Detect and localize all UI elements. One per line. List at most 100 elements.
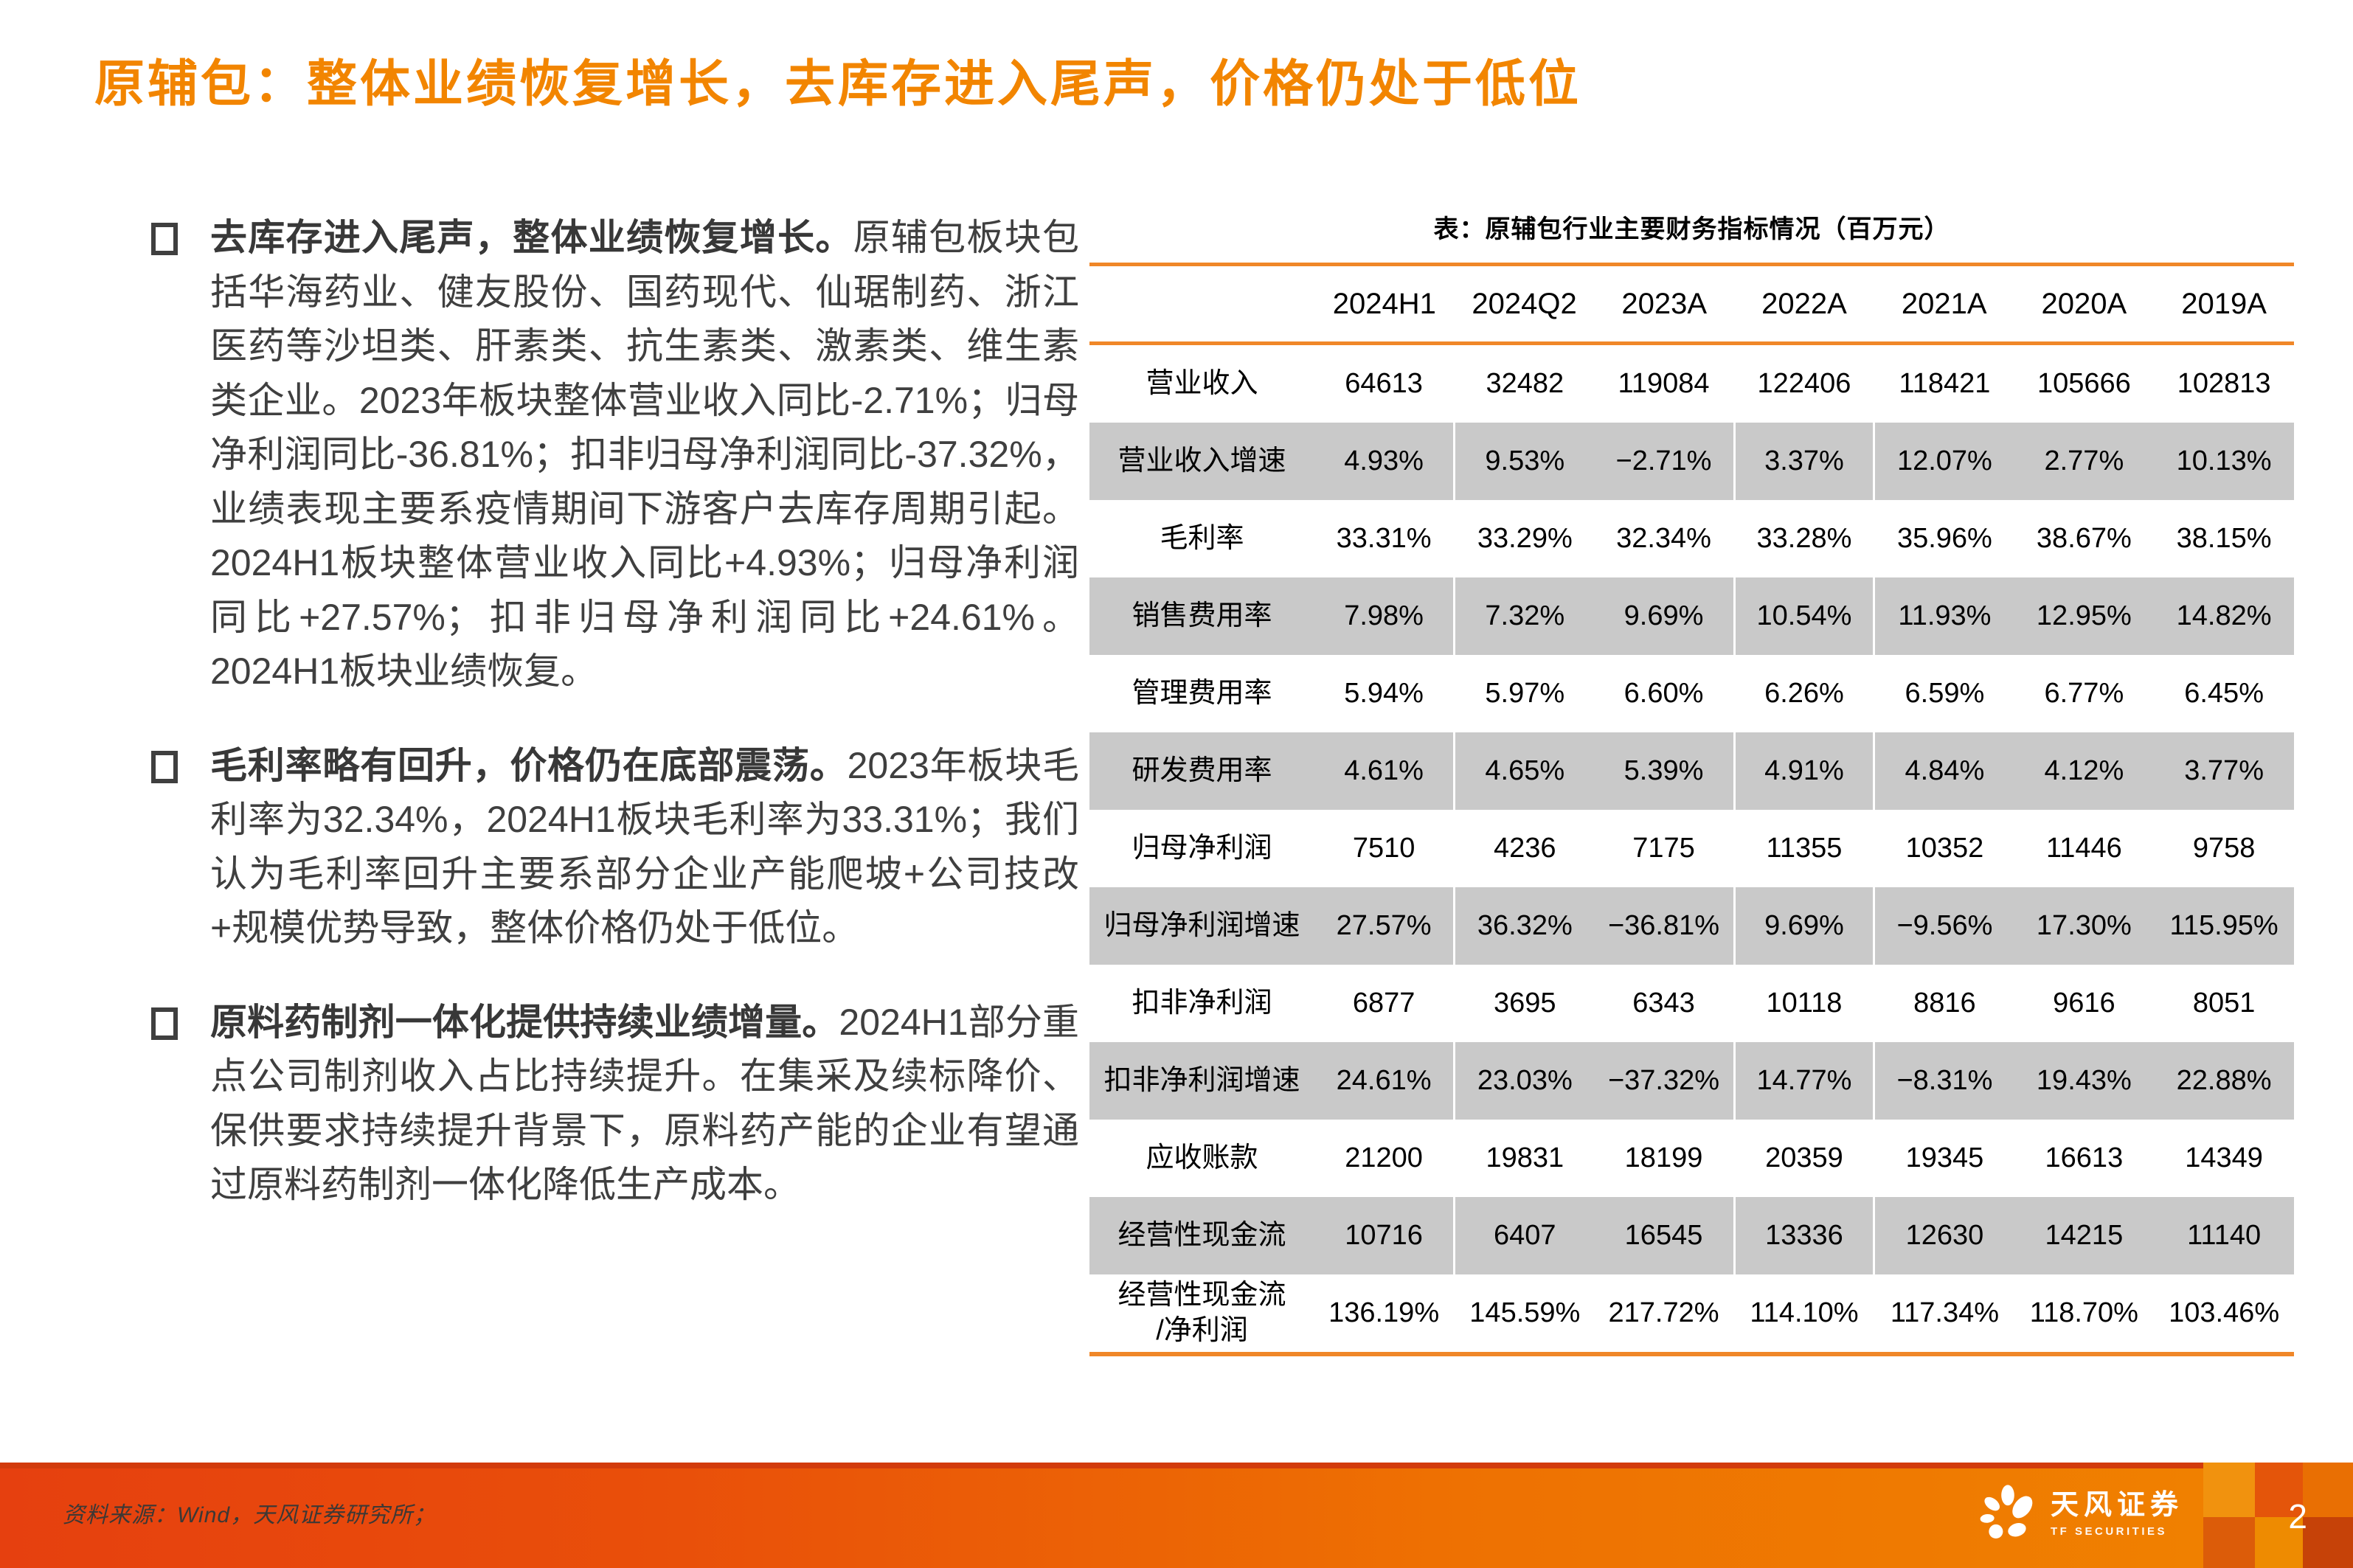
table-cell: 9616: [2053, 988, 2115, 1019]
bullet-item: 原料药制剂一体化提供持续业绩增量。2024H1部分重点公司制剂收入占比持续提升。…: [151, 996, 1079, 1213]
table-cell: 35.96%: [1873, 500, 2014, 577]
table-cell: 10118: [1733, 965, 1874, 1042]
footer-bar: 资料来源：Wind，天风证券研究所； 天风证券: [0, 1463, 2353, 1568]
table-cell: 105666: [2037, 368, 2131, 399]
table-cell: 10.54%: [1733, 577, 1874, 655]
table-cell: 7.32%: [1453, 577, 1595, 655]
bullet-text: 去库存进入尾声，整体业绩恢复增长。原辅包板块包括华海药业、健友股份、国药现代、仙…: [210, 211, 1079, 699]
table-header-row: 2024H1 2024Q2 2023A 2022A 2021A 2020A 2019A: [1089, 264, 2294, 345]
table-cell: 115.95%: [2169, 910, 2279, 941]
table-cell: 11140: [2187, 1220, 2262, 1251]
table-row: 经营性现金流 10716 6407 16545 13336 12630 14215 11140: [1089, 1197, 2294, 1274]
bullet-item: 去库存进入尾声，整体业绩恢复增长。原辅包板块包括华海药业、健友股份、国药现代、仙…: [151, 211, 1079, 699]
flower-logo-icon: [1980, 1485, 2033, 1538]
table-cell: 117.34%: [1873, 1274, 2014, 1354]
table-cell: 12630: [1873, 1197, 2014, 1274]
mosaic-square: [2203, 1463, 2255, 1517]
table-cell: 114.10%: [1733, 1274, 1874, 1354]
table-cell: 33.31%: [1336, 523, 1432, 554]
header-cell-year: 2024H1: [1314, 264, 1455, 345]
header-cell-year: 2024Q2: [1454, 264, 1595, 345]
table-cell: 27.57%: [1336, 910, 1432, 941]
table-cell: 22.88%: [2176, 1065, 2272, 1096]
logo-text: 天风证券 TF SECURITIES: [2051, 1490, 2184, 1538]
table-row: 研发费用率 4.61% 4.65% 5.39% 4.91% 4.84% 4.12% 3.77%: [1089, 732, 2294, 810]
table-cell: 145.59%: [1453, 1274, 1595, 1354]
table-cell: 9.69%: [1623, 600, 1704, 631]
table-cell: 3695: [1453, 965, 1595, 1042]
table-cell: 4.84%: [1873, 732, 2014, 810]
table-cell: 5.39%: [1623, 755, 1704, 786]
table-cell: −36.81%: [1607, 910, 1720, 941]
table-cell: 14.77%: [1733, 1042, 1874, 1120]
table-row: 扣非净利润 6877 3695 6343 10118 8816 9616 8051: [1089, 965, 2294, 1042]
financial-table: 2024H1 2024Q2 2023A 2022A 2021A 2020A 2019A 营业…: [1089, 263, 2294, 1356]
table-cell: 23.03%: [1453, 1042, 1595, 1120]
table-cell: −8.31%: [1873, 1042, 2014, 1120]
table-cell: 6407: [1453, 1197, 1595, 1274]
table-cell: 4.12%: [2044, 755, 2124, 786]
table-cell: 5.97%: [1453, 655, 1595, 732]
table-cell: 6343: [1632, 988, 1695, 1019]
table-cell: 12.07%: [1873, 423, 2014, 500]
page-title: 原辅包：整体业绩恢复增长，去库存进入尾声，价格仍处于低位: [94, 56, 1582, 112]
row-label: 研发费用率: [1132, 754, 1272, 786]
table-body: 营业收入 64613 32482 119084 122406 118421 105666 10…: [1089, 343, 2294, 1354]
table-cell: 10716: [1345, 1220, 1423, 1251]
table-cell: 6.59%: [1873, 655, 2014, 732]
row-label: 营业收入增速: [1117, 445, 1286, 476]
table-cell: 11446: [2045, 833, 2122, 864]
table-cell: 32482: [1453, 343, 1595, 423]
table-cell: 64613: [1345, 368, 1423, 399]
row-label: 经营性现金流: [1117, 1219, 1286, 1251]
logo-en-text: TF SECURITIES: [2051, 1524, 2168, 1538]
table-cell: 38.67%: [2036, 523, 2132, 554]
table-cell: 7510: [1352, 833, 1415, 864]
table-cell: 118.70%: [2029, 1297, 2138, 1328]
table-cell: −9.56%: [1873, 887, 2014, 965]
bullet-body: 原辅包板块包括华海药业、健友股份、国药现代、仙琚制药、浙江医药等沙坦类、肝素类、…: [210, 217, 1080, 692]
table-row: 销售费用率 7.98% 7.32% 9.69% 10.54% 11.93% 12.95% 14…: [1089, 577, 2294, 655]
table-cell: 7.98%: [1344, 600, 1424, 631]
table-row: 毛利率 33.31% 33.29% 32.34% 33.28% 35.96% 38.67% 3…: [1089, 500, 2294, 577]
bullet-square-icon: [151, 750, 178, 783]
row-label: 经营性现金流 /净利润: [1117, 1280, 1286, 1346]
table-cell: 11.93%: [1873, 577, 2014, 655]
bullet-lead: 原料药制剂一体化提供持续业绩增量。: [210, 1001, 839, 1043]
table-row: 管理费用率 5.94% 5.97% 6.60% 6.26% 6.59% 6.77% 6.45%: [1089, 655, 2294, 732]
table-row: 营业收入 64613 32482 119084 122406 118421 105666 10…: [1089, 343, 2294, 423]
bullet-body: 2023年板块毛利率为32.34%，2024H1板块毛利率为33.31%；我们认…: [210, 744, 1080, 949]
bullet-text: 原料药制剂一体化提供持续业绩增量。2024H1部分重点公司制剂收入占比持续提升。…: [210, 996, 1079, 1213]
tf-securities-logo: 天风证券 TF SECURITIES: [1975, 1480, 2183, 1548]
bullet-square-icon: [151, 1007, 178, 1040]
mosaic-square: [2255, 1463, 2303, 1517]
table-cell: 16545: [1624, 1220, 1703, 1251]
table-caption: 表：原辅包行业主要财务指标情况（百万元）: [1433, 215, 1950, 243]
table-cell: 102813: [2177, 368, 2271, 399]
table-cell: 14215: [2045, 1220, 2124, 1251]
table-cell: 33.29%: [1453, 500, 1595, 577]
table-cell: 4.91%: [1733, 732, 1874, 810]
bullet-square-icon: [151, 223, 178, 255]
table-row: 营业收入增速 4.93% 9.53% −2.71% 3.37% 12.07% 2.77% 10…: [1089, 423, 2294, 500]
header-cell-year: 2019A: [2154, 264, 2294, 345]
logo-cn-text: 天风证券: [2051, 1490, 2184, 1522]
table-cell: 9.53%: [1453, 423, 1595, 500]
table-cell: 4236: [1453, 810, 1595, 887]
table-row: 归母净利润增速 27.57% 36.32% −36.81% 9.69% −9.56% 17.…: [1089, 887, 2294, 965]
header-cell-year: 2022A: [1734, 264, 1874, 345]
table-cell: 122406: [1733, 343, 1874, 423]
table-cell: 16613: [2045, 1142, 2124, 1173]
header-cell-year: 2020A: [2014, 264, 2155, 345]
table-cell: 19.43%: [2036, 1065, 2132, 1096]
bullet-body: 2024H1部分重点公司制剂收入占比持续提升。在集采及续标降价、保供要求持续提升…: [210, 1001, 1079, 1206]
financial-table-panel: 表：原辅包行业主要财务指标情况（百万元） 2024H1 2024Q2 2023A 20…: [1089, 209, 2294, 1356]
mosaic-pattern: [2203, 1463, 2353, 1568]
mosaic-square: [2203, 1517, 2255, 1568]
table-cell: 36.32%: [1453, 887, 1595, 965]
table-cell: 6877: [1352, 988, 1415, 1019]
table-cell: 21200: [1345, 1142, 1423, 1173]
table-cell: 12.95%: [2036, 600, 2132, 631]
header-cell-empty: [1089, 264, 1314, 345]
table-cell: 217.72%: [1608, 1297, 1719, 1328]
